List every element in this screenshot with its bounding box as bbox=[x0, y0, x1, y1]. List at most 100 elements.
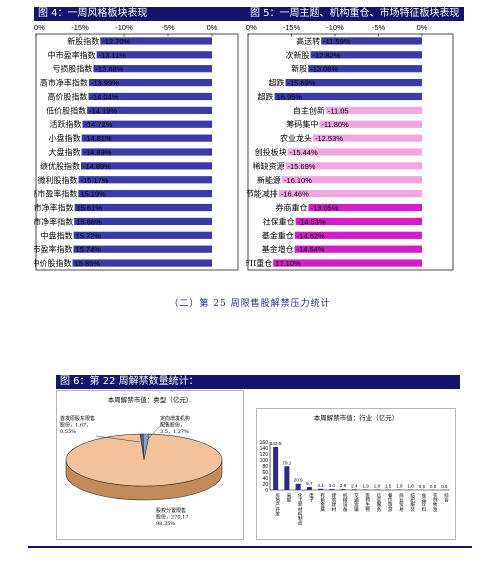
pie-slice-label: 98.35% bbox=[156, 521, 175, 527]
column-y-tick-label: 140 bbox=[260, 446, 269, 452]
column-bar bbox=[284, 466, 290, 490]
column-category-label: 纺织服装 bbox=[410, 492, 415, 513]
fig4-category-label: 中市盈率指数 bbox=[48, 50, 96, 60]
pie-slice-label: 股份，1.67， bbox=[60, 422, 91, 429]
figure-4-header: 图 4：一周风格板块表现 bbox=[34, 7, 246, 21]
column-bar bbox=[306, 487, 312, 490]
column-bar bbox=[340, 489, 346, 490]
fig4-category-label: 大盘指数 bbox=[48, 147, 80, 157]
fig4-bar bbox=[74, 217, 212, 226]
fig4-category-label: 高价股指数 bbox=[47, 91, 87, 101]
fig5-bar bbox=[295, 217, 422, 226]
fig5-value-label: -12.82% bbox=[312, 51, 340, 60]
fig5-bar bbox=[319, 120, 422, 128]
pie-slice-label: 股权分置限售 bbox=[156, 507, 186, 514]
fig4-bar bbox=[80, 162, 212, 170]
column-y-tick-label: 100 bbox=[260, 458, 269, 464]
figure-5-header: 图 5：一周主题、机构重仓、市场特征板块表现 bbox=[246, 7, 464, 21]
fig5-category-label: 高送转 bbox=[296, 36, 320, 46]
fig4-category-label: 低市盈率指数 bbox=[34, 244, 72, 254]
fig4-value-label: -12.70% bbox=[102, 37, 130, 46]
fig4-value-label: -14.81% bbox=[84, 134, 112, 143]
fig5-value-label: -16.46% bbox=[281, 190, 309, 199]
fig4-bar bbox=[72, 259, 212, 267]
fig4-value-label: -13.11% bbox=[99, 51, 127, 60]
column-value-label: 0.8 bbox=[430, 484, 437, 489]
fig4-bar bbox=[81, 134, 212, 142]
fig5-value-label: -16.10% bbox=[284, 176, 312, 185]
fig5-x-tick-label: -20% bbox=[246, 23, 257, 32]
fig5-bar bbox=[312, 134, 422, 142]
fig5-bar bbox=[287, 148, 422, 156]
fig5-category-label: 基金重仓 bbox=[262, 230, 294, 240]
column-y-tick-label: 0 bbox=[265, 488, 268, 494]
column-value-label: 1.9 bbox=[362, 483, 369, 488]
fig5-bar bbox=[310, 51, 422, 59]
fig5-value-label: -14.62% bbox=[297, 231, 325, 240]
fig5-value-label: -15.69% bbox=[287, 79, 315, 88]
figure-5-panel: -20%-15%-10%-5%0%高送转-11.59%次新股-12.82%新股-… bbox=[238, 22, 460, 274]
fig4-bar bbox=[96, 51, 212, 59]
column-category-label: 有色金属 bbox=[320, 492, 325, 513]
pie-title: 本周解禁市值：类型（亿元） bbox=[108, 395, 193, 404]
column-category-label: 电子 bbox=[308, 492, 313, 503]
fig4-category-label: 低市净率指数 bbox=[34, 203, 74, 213]
fig4-category-label: 微利股指数 bbox=[38, 175, 78, 185]
fig4-category-label: 亏损股指数 bbox=[52, 64, 92, 74]
fig5-category-label: 新股 bbox=[291, 64, 307, 74]
fig5-bar bbox=[281, 176, 422, 184]
fig5-category-label: 券商重仓 bbox=[275, 203, 307, 213]
column-value-label: 1.8 bbox=[374, 483, 381, 488]
fig4-x-tick-label: -20% bbox=[34, 23, 45, 32]
column-value-label: 1.8 bbox=[396, 483, 403, 488]
column-value-label: 0.6 bbox=[419, 484, 426, 489]
pie-slice-label: 首发原股东限售 bbox=[60, 415, 95, 422]
column-bar bbox=[273, 446, 279, 490]
fig4-bar bbox=[81, 148, 212, 156]
fig4-category-label: 绩优股指数 bbox=[40, 161, 80, 171]
fig5-x-tick-label: 0% bbox=[417, 23, 428, 32]
pie-slice-label: 3.5，1.27% bbox=[160, 429, 189, 435]
figure-4-panel: -20% -15% -10% -5% 0% 新股指数-12.70% 中市盈率指数-13.11… bbox=[24, 22, 242, 274]
column-bar bbox=[329, 489, 335, 490]
section-caption: （二）第 25 周限售股解禁压力统计 bbox=[169, 299, 331, 309]
column-category-label: 采掘 bbox=[286, 492, 291, 504]
column-value-label: 0.5 bbox=[441, 484, 448, 489]
pie-leader-line bbox=[95, 435, 141, 443]
column-bar bbox=[408, 489, 414, 490]
fig5-category-label: 节能减排 bbox=[246, 189, 278, 199]
fig4-value-label: 15.61% bbox=[77, 204, 103, 213]
column-bar bbox=[351, 489, 357, 490]
fig4-bar bbox=[93, 65, 212, 73]
column-y-tick-label: 160 bbox=[260, 440, 269, 446]
column-value-label: 20.9 bbox=[294, 478, 303, 483]
column-value-label: 9.7 bbox=[306, 481, 313, 486]
fig4-x-tick-label: -10% bbox=[115, 23, 133, 32]
fig5-value-label: -13.05% bbox=[310, 204, 338, 213]
fig5-category-label: 超跌 bbox=[258, 91, 274, 101]
column-bar bbox=[318, 488, 324, 490]
fig5-category-label: 新能源 bbox=[257, 175, 281, 185]
column-category-label: 交通运输 bbox=[353, 492, 358, 513]
fig4-bar bbox=[78, 190, 212, 198]
column-value-label: 2.9 bbox=[340, 483, 347, 488]
fig4-x-tick-label: 0% bbox=[207, 23, 218, 32]
fig5-category-label: 稀缺资源 bbox=[252, 161, 284, 171]
fig4-category-label: 低价股指数 bbox=[46, 105, 86, 115]
fig5-value-label: 16.95% bbox=[277, 92, 303, 101]
fig5-x-tick-label: -10% bbox=[326, 23, 344, 32]
fig5-category-label: 超跌 bbox=[268, 78, 284, 88]
fig4-value-label: 15.74% bbox=[75, 245, 101, 254]
fig4-value-label: 15.85% bbox=[75, 259, 101, 268]
column-category-label: 机械设备 bbox=[342, 492, 347, 513]
fig4-value-label: -14.72% bbox=[84, 120, 112, 129]
fig4-bar bbox=[100, 37, 212, 45]
fig4-value-label: -14.04% bbox=[90, 92, 118, 101]
fig5-category-label: 筹码集中 bbox=[286, 119, 318, 129]
column-category-label: 综合 bbox=[443, 492, 448, 504]
fig5-value-label: -12.53% bbox=[315, 134, 343, 143]
fig5-category-label: 社保重仓 bbox=[263, 216, 295, 226]
fig5-bar bbox=[294, 245, 422, 253]
fig4-value-label: -15.17% bbox=[81, 176, 109, 185]
